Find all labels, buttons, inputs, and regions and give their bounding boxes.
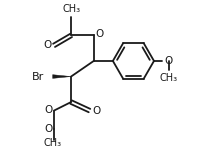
Polygon shape [53,75,71,78]
Text: O: O [95,29,103,39]
Text: CH₃: CH₃ [62,4,80,14]
Text: O: O [44,105,53,115]
Text: CH₃: CH₃ [44,138,62,148]
Text: O: O [92,106,101,116]
Text: Br: Br [32,72,44,82]
Text: O: O [43,40,51,50]
Text: O: O [44,124,53,134]
Text: O: O [164,56,172,66]
Text: CH₃: CH₃ [160,73,178,83]
